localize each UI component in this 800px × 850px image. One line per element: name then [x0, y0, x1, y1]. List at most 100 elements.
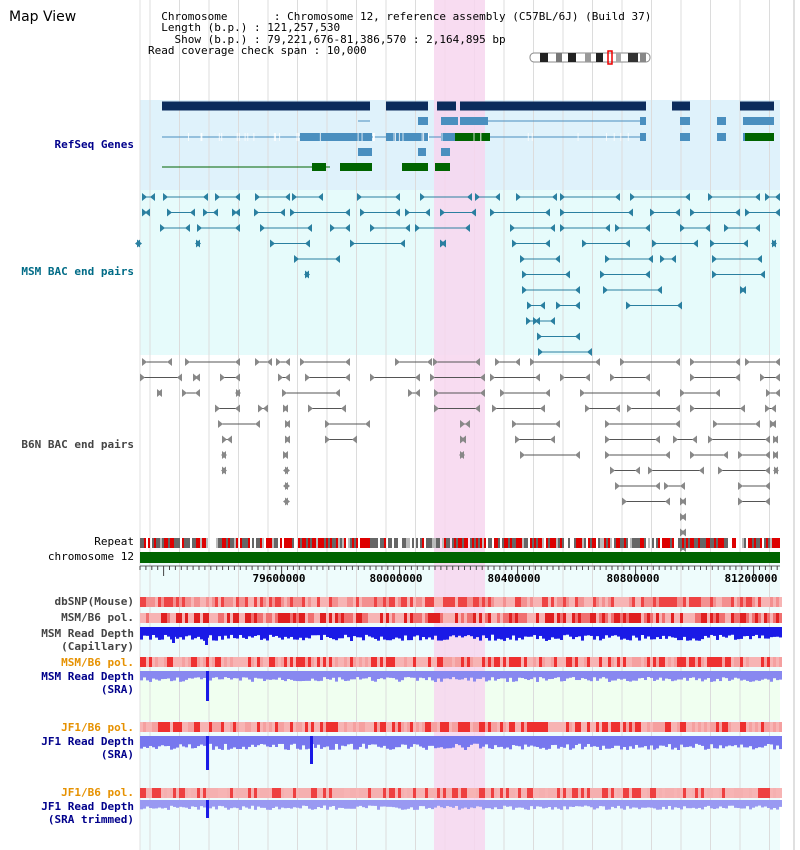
pol-cell	[671, 788, 674, 798]
pol-cell	[209, 613, 212, 623]
gene-exon	[358, 148, 372, 156]
pol-cell	[362, 613, 365, 623]
repeat-segment	[218, 538, 220, 548]
bac-end-marker	[738, 482, 743, 490]
depth-bar	[629, 736, 632, 747]
depth-bar	[299, 627, 302, 638]
track-label-jf1-pol[interactable]: JF1/B6 pol.	[61, 721, 134, 734]
depth-bar	[275, 671, 278, 680]
repeat-segment	[272, 538, 274, 548]
repeat-segment	[464, 538, 466, 548]
track-label-jf1-pol-2[interactable]: JF1/B6 pol.	[61, 786, 134, 799]
pol-cell	[158, 657, 161, 667]
pol-cell	[470, 788, 473, 798]
pol-cell	[275, 722, 278, 732]
pol-cell	[599, 657, 602, 667]
depth-bar	[707, 736, 710, 749]
pol-cell	[338, 722, 341, 732]
depth-bar	[707, 800, 710, 806]
track-label-msm-b6-pol-2[interactable]: MSM/B6 pol.	[61, 656, 134, 669]
bac-end-marker	[765, 466, 770, 475]
pol-cell	[299, 657, 302, 667]
repeat-segment	[420, 538, 422, 548]
repeat-segment	[494, 538, 496, 548]
track-label-msm-depth-capillary-1[interactable]: MSM Read Depth	[41, 627, 134, 640]
depth-bar	[200, 627, 203, 640]
depth-bar	[689, 800, 692, 809]
depth-bar	[248, 627, 251, 637]
track-label-msm-depth-sra-1[interactable]: MSM Read Depth	[41, 670, 134, 683]
track-label-refseq[interactable]: RefSeq Genes	[54, 138, 134, 151]
repeat-segment	[352, 538, 354, 548]
pol-cell	[551, 613, 554, 623]
pol-cell	[566, 788, 569, 798]
pol-cell	[632, 788, 635, 798]
depth-bar	[713, 736, 716, 749]
bac-end-marker	[615, 482, 620, 490]
depth-bar	[749, 671, 752, 682]
pol-cell	[179, 788, 182, 798]
pol-cell	[374, 597, 377, 607]
pol-cell	[404, 613, 407, 623]
pol-cell	[185, 613, 188, 623]
pol-cell	[383, 788, 386, 798]
pol-cell	[674, 597, 677, 607]
repeat-segment	[602, 538, 604, 548]
pol-cell	[575, 613, 578, 623]
pol-cell	[524, 722, 527, 732]
track-label-msm-bac[interactable]: MSM BAC end pairs	[21, 265, 134, 278]
pol-cell	[233, 722, 236, 732]
repeat-segment	[466, 538, 468, 548]
pol-cell	[470, 657, 473, 667]
depth-bar	[542, 800, 545, 809]
pol-cell	[296, 788, 299, 798]
depth-bar	[530, 671, 533, 680]
pol-cell	[650, 657, 653, 667]
depth-bar	[437, 800, 440, 806]
pol-cell	[191, 657, 194, 667]
track-label-jf1-depth-1[interactable]: JF1 Read Depth	[41, 735, 134, 748]
pol-cell	[323, 657, 326, 667]
depth-bar	[203, 736, 206, 746]
pol-cell	[638, 657, 641, 667]
pol-cell	[614, 788, 617, 798]
track-label-dbsnp[interactable]: dbSNP(Mouse)	[54, 595, 134, 608]
depth-bar	[755, 627, 758, 635]
track-label-b6n-bac[interactable]: B6N BAC end pairs	[21, 438, 134, 451]
track-label-jf1-trim-1[interactable]: JF1 Read Depth	[41, 800, 134, 813]
track-label-chromosome[interactable]: chromosome 12	[47, 550, 134, 563]
pol-cell	[587, 722, 590, 732]
pol-cell	[443, 722, 446, 732]
depth-bar	[749, 736, 752, 747]
repeat-segment	[700, 538, 702, 548]
bac-end-marker	[724, 224, 729, 232]
pol-cell	[479, 597, 482, 607]
bac-end-marker	[745, 208, 750, 217]
bac-end-marker	[560, 224, 565, 232]
depth-bar	[257, 671, 260, 679]
depth-bar	[518, 627, 521, 638]
depth-bar	[542, 736, 545, 748]
depth-bar	[764, 627, 767, 639]
depth-bar	[374, 800, 377, 806]
depth-bar	[572, 671, 575, 678]
track-label-msm-b6-pol[interactable]: MSM/B6 pol.	[61, 611, 134, 624]
depth-bar	[713, 627, 716, 636]
pol-cell	[179, 613, 182, 623]
depth-bar	[407, 627, 410, 641]
pol-cell	[779, 597, 782, 607]
depth-bar	[719, 627, 722, 635]
track-label-repeat[interactable]: Repeat	[94, 535, 134, 548]
depth-bar	[446, 671, 449, 679]
pol-cell	[326, 657, 329, 667]
gene-exon	[740, 101, 774, 111]
pol-cell	[215, 657, 218, 667]
depth-bar	[611, 627, 614, 636]
pol-cell	[653, 613, 656, 623]
pol-cell	[734, 597, 737, 607]
pol-cell	[509, 613, 512, 623]
pol-cell	[533, 657, 536, 667]
pol-cell	[203, 722, 206, 732]
depth-bar	[779, 671, 782, 680]
